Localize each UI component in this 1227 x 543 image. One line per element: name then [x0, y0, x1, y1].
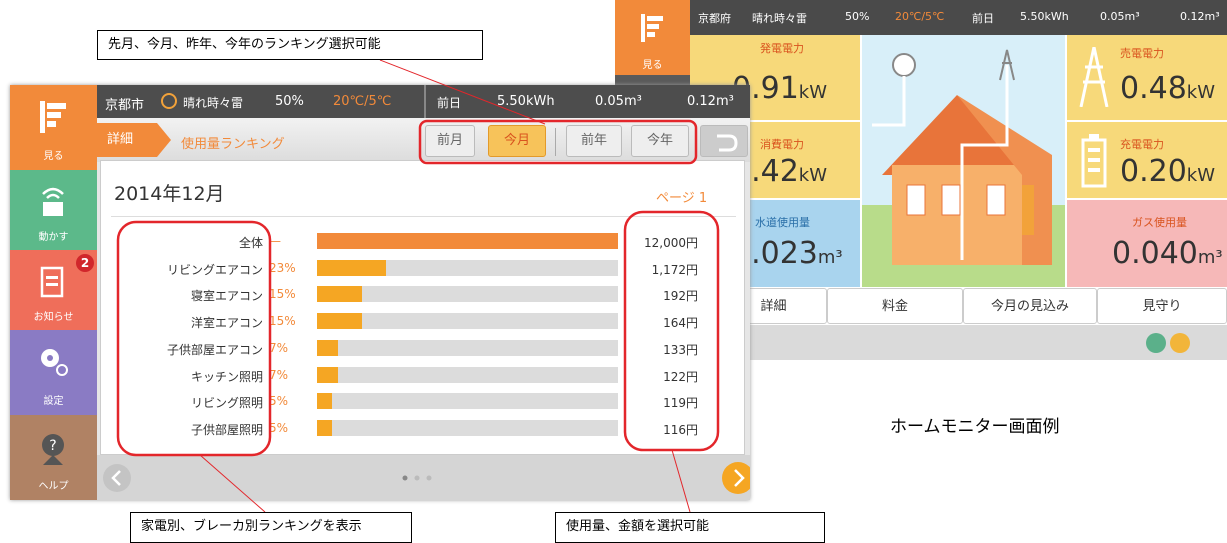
- annotation: 家電別、ブレーカ別ランキングを表示: [130, 512, 412, 543]
- annotation: 使用量、金額を選択可能: [555, 512, 825, 543]
- page: 見る 京都府 晴れ時々雷 50% 20℃/5℃ 前日 5.50kWh 0.05m…: [0, 0, 1227, 543]
- annotation-layer: [0, 0, 1227, 543]
- annotation: 先月、今月、昨年、今年のランキング選択可能: [97, 30, 483, 60]
